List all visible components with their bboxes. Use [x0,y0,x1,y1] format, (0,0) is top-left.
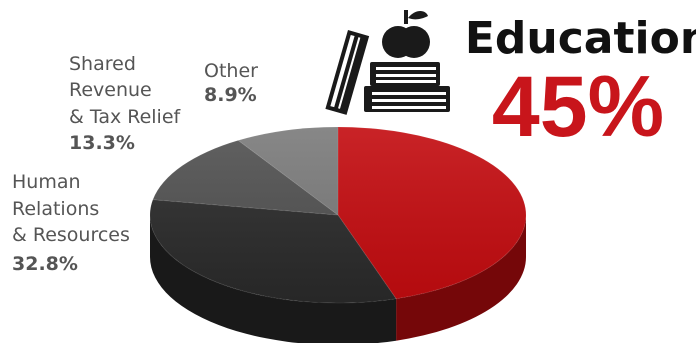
label-human-relations: Human Relations & Resources 32.8% [12,171,130,275]
pie-side-education [396,215,526,341]
percent-label: 8.9% [204,84,257,106]
label-line: Shared [69,53,136,75]
pie-top [149,126,527,304]
label-line: Revenue [69,79,152,101]
label-line: Other [204,60,258,82]
percent-label: 13.3% [69,132,135,154]
label-line: & Resources [12,224,130,246]
percent-label: 32.8% [12,253,78,275]
books-with-apple-icon [325,10,450,115]
label-line: & Tax Relief [69,106,182,128]
pie-side-human-relations-resources [150,215,397,343]
label-other: Other 8.9% [204,60,258,106]
label-shared-revenue: Shared Revenue & Tax Relief 13.3% [69,53,182,154]
pie-sides [150,215,526,343]
pie-top-highlight [150,127,526,303]
label-line: Human [12,171,81,193]
education-label: Education [465,13,696,64]
education-percent: 45% [492,59,664,155]
label-line: Relations [12,198,99,220]
